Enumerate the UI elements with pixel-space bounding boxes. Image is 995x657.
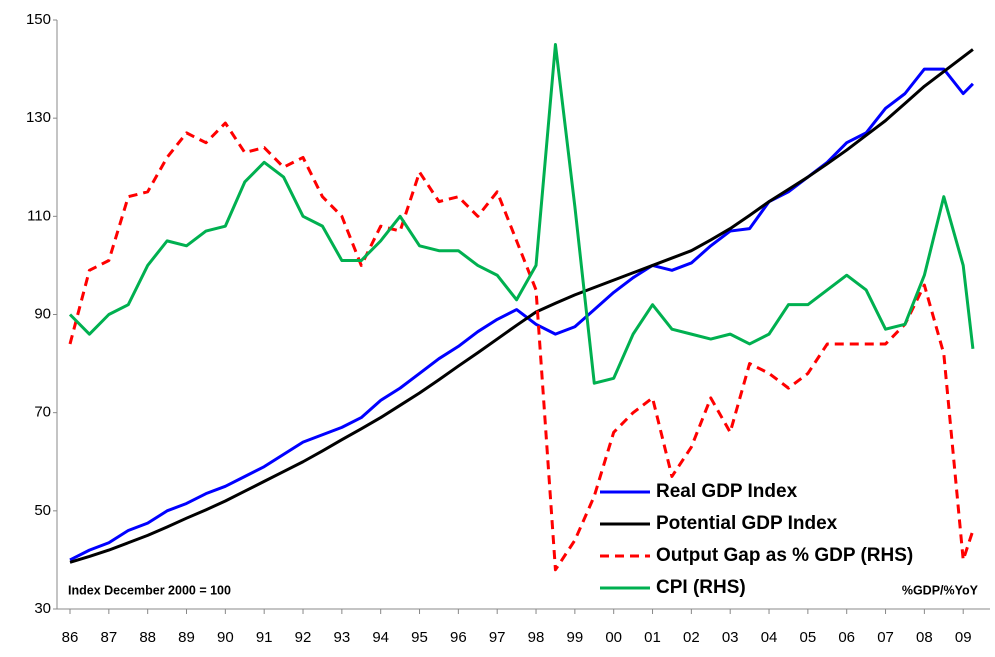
x-tick-label: 86 bbox=[62, 629, 79, 646]
x-tick-label: 95 bbox=[411, 629, 428, 646]
x-tick-label: 91 bbox=[256, 629, 273, 646]
x-tick-label: 05 bbox=[800, 629, 817, 646]
x-tick-label: 88 bbox=[139, 629, 156, 646]
x-tick-label: 09 bbox=[955, 629, 972, 646]
legend-label: Real GDP Index bbox=[656, 481, 798, 502]
x-tick-label: 03 bbox=[722, 629, 739, 646]
x-tick-label: 96 bbox=[450, 629, 467, 646]
y-tick-label: 70 bbox=[34, 404, 51, 421]
x-tick-label: 00 bbox=[605, 629, 622, 646]
x-tick-label: 08 bbox=[916, 629, 933, 646]
y-tick-label: 50 bbox=[34, 502, 51, 519]
x-tick-label: 92 bbox=[295, 629, 312, 646]
x-tick-label: 98 bbox=[528, 629, 545, 646]
x-tick-label: 02 bbox=[683, 629, 700, 646]
series-line bbox=[69, 48, 974, 564]
x-tick-label: 89 bbox=[178, 629, 195, 646]
x-tick-label: 94 bbox=[372, 629, 389, 646]
legend-label: Potential GDP Index bbox=[656, 513, 838, 534]
series-line bbox=[68, 121, 975, 572]
x-tick-label: 97 bbox=[489, 629, 506, 646]
x-tick-label: 87 bbox=[101, 629, 118, 646]
y-tick-label: 110 bbox=[27, 207, 51, 224]
x-tick-label: 07 bbox=[877, 629, 894, 646]
annotation: Index December 2000 = 100 bbox=[68, 583, 231, 597]
y-tick-label: 30 bbox=[34, 600, 51, 617]
x-tick-label: 06 bbox=[838, 629, 855, 646]
x-tick-label: 99 bbox=[567, 629, 584, 646]
x-tick-label: 90 bbox=[217, 629, 234, 646]
x-tick-label: 93 bbox=[334, 629, 351, 646]
series-line bbox=[68, 43, 975, 385]
y-tick-label: 150 bbox=[26, 11, 51, 28]
x-tick-label: 04 bbox=[761, 629, 778, 646]
x-tick-label: 01 bbox=[644, 629, 661, 646]
y-tick-label: 130 bbox=[26, 109, 51, 126]
legend-label: Output Gap as % GDP (RHS) bbox=[656, 545, 913, 566]
y-tick-label: 90 bbox=[34, 305, 51, 322]
annotation: %GDP/%YoY bbox=[902, 583, 979, 597]
legend-label: CPI (RHS) bbox=[656, 577, 746, 598]
